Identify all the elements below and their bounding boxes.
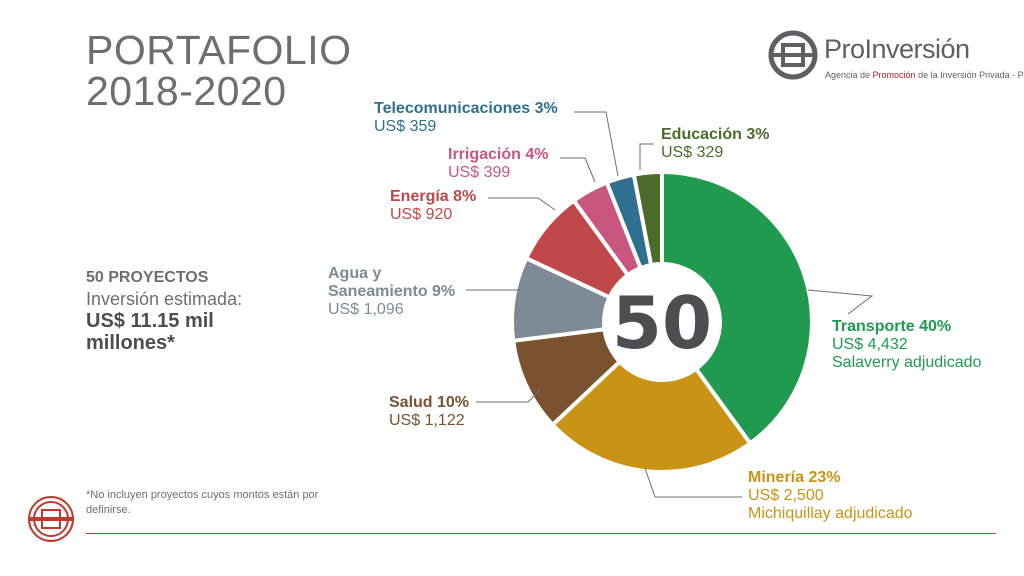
page-title: PORTAFOLIO 2018-2020 <box>86 30 351 112</box>
proinversion-logo: ProInversión Agencia de Promoción de la … <box>768 28 1024 88</box>
slice-name: Minería 23% <box>748 469 841 486</box>
pie-slice-transporte <box>660 169 814 447</box>
summary-block: 50 PROYECTOS Inversión estimada: US$ 11.… <box>86 268 256 354</box>
slice-label-transporte: Transporte 40% US$ 4,432 Salaverry adjudic… <box>832 318 981 372</box>
slice-name: Energía 8% <box>390 188 477 205</box>
slice-name: Irrigación 4% <box>448 146 549 163</box>
slice-name: Agua y Saneamiento 9% <box>328 265 456 300</box>
leader-line-transporte <box>807 289 874 315</box>
footnote: *No incluyen proyectos cuyos montos está… <box>86 489 319 516</box>
title-line-1: PORTAFOLIO <box>86 27 352 73</box>
slice-name: Salud 10% <box>389 394 470 411</box>
pie-slice-mineria <box>549 318 753 474</box>
footer-divider <box>86 533 996 534</box>
investment-label: Inversión estimada: US$ 11.15 mil millon… <box>86 289 243 354</box>
leader-line-mineria <box>644 467 742 498</box>
seal-icon <box>28 496 74 542</box>
leader-line-salud <box>476 389 541 403</box>
slice-value: US$ 920 <box>390 206 453 223</box>
slice-name: Transporte 40% <box>832 318 952 335</box>
slice-value: US$ 4,432 <box>832 336 908 353</box>
leader-line-energia <box>488 197 556 211</box>
project-count: 50 PROYECTOS <box>86 269 209 286</box>
pie-center-hole <box>602 262 722 382</box>
slice-name: Telecomunicaciones 3% <box>374 100 558 117</box>
slice-note: Michiquillay adjudicado <box>748 505 913 522</box>
brand-tagline: Agencia de Promoción de la Inversión Pri… <box>825 70 1024 80</box>
slice-value: US$ 399 <box>448 164 511 181</box>
slice-value: US$ 1,096 <box>328 301 404 318</box>
slice-label-telecom: Telecomunicaciones 3% US$ 359 <box>374 100 558 136</box>
brand-name: ProInversión <box>824 34 970 64</box>
investment-amount: US$ 11.15 mil millones* <box>86 310 214 354</box>
pie-center-label: 50 <box>612 281 712 365</box>
slice-value: US$ 2,500 <box>748 487 824 504</box>
slice-value: US$ 359 <box>374 118 437 135</box>
slice-label-irrigacion: Irrigación 4% US$ 399 <box>448 146 548 182</box>
leader-line-irrigacion <box>560 157 596 183</box>
slice-name: Educación 3% <box>661 126 770 143</box>
slice-label-energia: Energía 8% US$ 920 <box>390 188 476 224</box>
proinversion-emblem-icon <box>768 30 818 80</box>
leader-line-telecom <box>574 111 619 177</box>
slice-label-agua: Agua y Saneamiento 9% US$ 1,096 <box>328 265 455 319</box>
slice-value: US$ 1,122 <box>389 412 465 429</box>
slice-value: US$ 329 <box>661 144 724 161</box>
slice-label-salud: Salud 10% US$ 1,122 <box>389 394 469 430</box>
title-line-2: 2018-2020 <box>86 68 287 114</box>
slice-label-mineria: Minería 23% US$ 2,500 Michiquillay adjudic… <box>748 469 913 523</box>
slice-note: Salaverry adjudicado <box>832 354 982 371</box>
leader-line-educacion <box>639 143 654 170</box>
slice-label-educacion: Educación 3% US$ 329 <box>661 126 769 162</box>
